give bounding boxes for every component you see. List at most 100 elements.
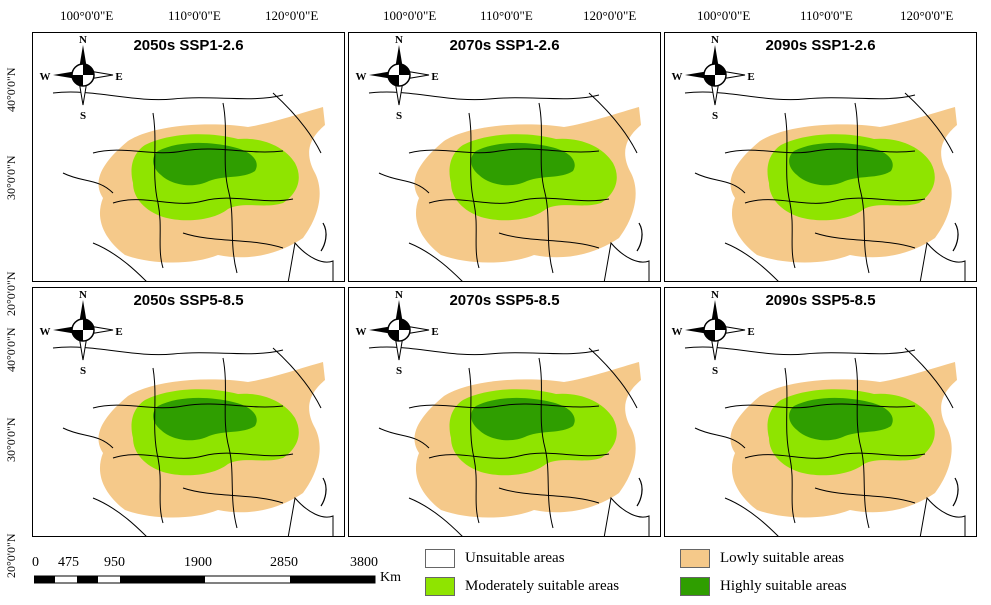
compass-quadrant	[388, 75, 399, 86]
map-panel-6: N S E W 2090s SSP5-8.5	[664, 287, 977, 537]
province-boundary	[724, 403, 916, 409]
province-boundary	[694, 427, 746, 449]
province-boundary	[182, 232, 284, 249]
scale-tick-2850: 2850	[270, 555, 298, 570]
compass-letter-n: N	[711, 34, 719, 46]
province-boundary	[468, 112, 480, 269]
compass-rose-icon: N S E W	[672, 34, 755, 122]
province-boundary	[378, 172, 430, 194]
province-boundary	[378, 427, 430, 449]
province-boundary	[744, 452, 926, 459]
map-panel-3: N S E W 2090s SSP1-2.6	[664, 32, 977, 282]
compass-letter-s: S	[396, 365, 402, 377]
map-panel-4: N S E W 2050s SSP5-8.5	[32, 287, 345, 537]
compass-letter-w: W	[40, 71, 51, 83]
province-boundary	[52, 346, 284, 356]
lon-label-120e-col2: 120°0'0"E	[583, 8, 637, 23]
province-boundary	[152, 367, 164, 524]
province-boundary	[684, 91, 916, 101]
compass-letter-e: E	[747, 326, 754, 338]
compass-quadrant	[83, 64, 94, 75]
province-boundary	[724, 148, 916, 154]
taiwan-outline	[636, 222, 643, 252]
province-boundary	[588, 347, 638, 409]
coastline	[919, 496, 966, 536]
highly-suitable-zone	[471, 397, 575, 441]
lat-label-20n-top: 20°0'0"N	[4, 271, 18, 316]
scale-unit: Km	[380, 570, 401, 585]
lon-label-100e-col3: 100°0'0"E	[697, 8, 751, 23]
province-boundary	[498, 232, 600, 249]
compass-letter-s: S	[712, 110, 718, 122]
compass-quadrant	[72, 330, 83, 341]
coastline	[919, 241, 966, 281]
province-boundary	[498, 487, 600, 504]
compass-rose-icon: N S E W	[40, 289, 123, 377]
compass-letter-w: W	[672, 326, 683, 338]
lon-label-110e-col3: 110°0'0"E	[800, 8, 853, 23]
map-4: N S E W	[40, 289, 334, 536]
map-panel-2: N S E W 2070s SSP1-2.6	[348, 32, 661, 282]
taiwan-outline	[952, 477, 959, 507]
scale-tick-950: 950	[104, 555, 125, 570]
panel-title-2: 2070s SSP1-2.6	[449, 37, 560, 54]
highly-suitable-zone	[789, 397, 893, 441]
scale-tick-3800: 3800	[350, 555, 378, 570]
scale-tick-1900: 1900	[184, 555, 212, 570]
compass-letter-e: E	[115, 71, 122, 83]
lon-label-100e-col2: 100°0'0"E	[383, 8, 437, 23]
panel-title-6: 2090s SSP5-8.5	[765, 292, 876, 309]
province-boundary	[182, 487, 284, 504]
lat-label-30n-top: 30°0'0"N	[4, 155, 18, 200]
map-2: N S E W	[356, 34, 650, 281]
province-boundary	[724, 497, 779, 536]
compass-rose-icon: N S E W	[672, 289, 755, 377]
lat-label-30n-bottom: 30°0'0"N	[4, 417, 18, 462]
province-boundary	[468, 367, 480, 524]
map-5: N S E W	[356, 289, 650, 536]
coastline	[603, 241, 650, 281]
coastline	[603, 496, 650, 536]
compass-letter-n: N	[711, 289, 719, 301]
legend-label-highly: Highly suitable areas	[720, 577, 847, 594]
legend-label-lowly: Lowly suitable areas	[720, 549, 845, 566]
province-boundary	[222, 102, 238, 274]
panel-title-3: 2090s SSP1-2.6	[765, 37, 876, 54]
province-boundary	[784, 112, 796, 269]
lon-label-100e-col1: 100°0'0"E	[60, 8, 114, 23]
panel-title-1: 2050s SSP1-2.6	[133, 37, 244, 54]
compass-letter-n: N	[79, 34, 87, 46]
province-boundary	[744, 197, 926, 204]
taiwan-outline	[952, 222, 959, 252]
compass-letter-n: N	[79, 289, 87, 301]
legend-swatch-highly	[680, 577, 710, 596]
province-boundary	[408, 403, 600, 409]
compass-quadrant	[83, 319, 94, 330]
compass-quadrant	[72, 75, 83, 86]
compass-letter-e: E	[431, 71, 438, 83]
compass-letter-w: W	[356, 71, 367, 83]
map-1: N S E W	[40, 34, 334, 281]
legend-label-unsuitable: Unsuitable areas	[465, 549, 565, 566]
province-boundary	[694, 172, 746, 194]
province-boundary	[92, 497, 147, 536]
panel-title-5: 2070s SSP5-8.5	[449, 292, 560, 309]
province-boundary	[62, 427, 114, 449]
legend-item-highly: Highly suitable areas	[680, 577, 847, 596]
province-boundary	[92, 148, 284, 154]
province-boundary	[684, 346, 916, 356]
compass-letter-w: W	[40, 326, 51, 338]
compass-letter-s: S	[80, 365, 86, 377]
province-boundary	[538, 357, 554, 529]
lon-label-110e-col2: 110°0'0"E	[480, 8, 533, 23]
province-boundary	[92, 242, 147, 281]
compass-quadrant	[704, 330, 715, 341]
compass-quadrant	[399, 64, 410, 75]
province-boundary	[408, 497, 463, 536]
coastline	[287, 496, 334, 536]
compass-letter-e: E	[431, 326, 438, 338]
taiwan-outline	[320, 477, 327, 507]
province-boundary	[62, 172, 114, 194]
compass-quadrant	[715, 64, 726, 75]
province-boundary	[152, 112, 164, 269]
